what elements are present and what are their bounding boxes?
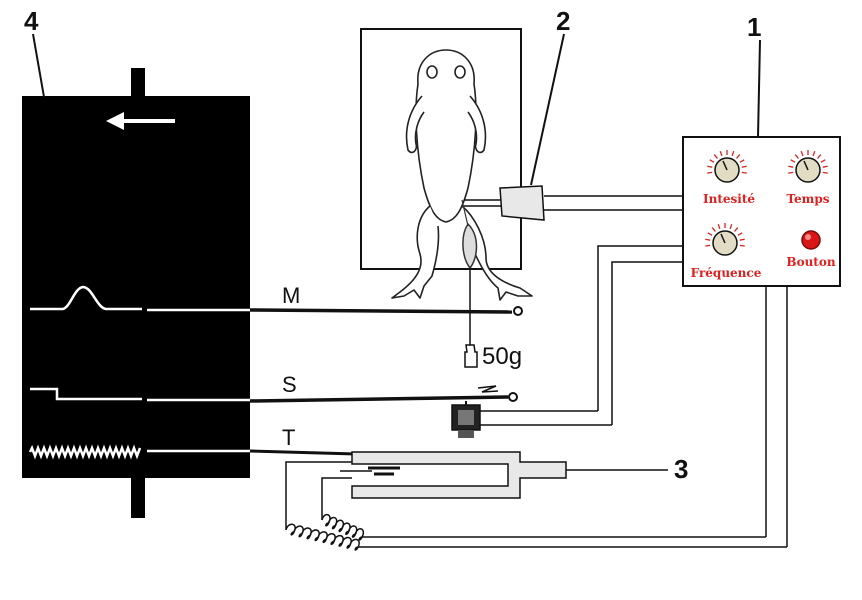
muscle-lever-pivot bbox=[513, 306, 523, 316]
label-number-4: 4 bbox=[24, 6, 39, 36]
frequency-knob-icon bbox=[705, 223, 745, 256]
stimulator-to-marker-wire-2 bbox=[611, 261, 683, 425]
electromagnet-base bbox=[458, 430, 474, 438]
knob-pointer bbox=[720, 233, 726, 244]
chronograph-wire-inner bbox=[321, 477, 352, 520]
knob-tick bbox=[734, 227, 739, 232]
label-time: Temps bbox=[786, 192, 829, 206]
knob-tick bbox=[737, 232, 743, 236]
knob-pointer bbox=[803, 160, 809, 171]
knob-tick bbox=[739, 159, 745, 163]
knob-tick bbox=[739, 244, 745, 247]
weight-icon bbox=[464, 344, 478, 368]
signal-lever-pivot bbox=[508, 392, 518, 402]
drum-axle-bottom bbox=[131, 478, 145, 518]
chronograph bbox=[340, 451, 668, 499]
knob-tick bbox=[788, 165, 794, 168]
knob-tick bbox=[707, 171, 713, 174]
knob-tick bbox=[790, 159, 796, 163]
button-highlight bbox=[805, 234, 811, 240]
signal-lever bbox=[249, 395, 509, 403]
label-frequency: Fréquence bbox=[691, 266, 762, 280]
knob-tick bbox=[800, 150, 804, 157]
chronograph-wire-outer bbox=[285, 461, 352, 530]
knob-tick bbox=[731, 150, 735, 157]
trace-label-s: S bbox=[282, 372, 297, 397]
knob-tick bbox=[788, 171, 794, 174]
time-lever bbox=[249, 449, 357, 456]
knob-tick bbox=[705, 238, 711, 241]
leader-line-4 bbox=[32, 33, 45, 98]
knob-tick bbox=[709, 159, 715, 163]
intensity-knob-icon bbox=[707, 150, 747, 183]
knob-tick bbox=[741, 171, 747, 174]
knob-tick bbox=[711, 227, 716, 232]
knob-tick bbox=[713, 154, 718, 159]
leader-line-2 bbox=[530, 33, 565, 186]
coil-spring-2 bbox=[321, 513, 365, 541]
trace-label-t: T bbox=[282, 425, 295, 450]
knob-tick bbox=[741, 165, 747, 168]
knob-tick bbox=[719, 150, 723, 157]
knob-tick bbox=[707, 232, 713, 236]
label-number-3: 3 bbox=[674, 454, 688, 484]
rotation-arrow-icon bbox=[106, 112, 175, 130]
knob-tick bbox=[817, 154, 822, 159]
frog-board bbox=[360, 28, 533, 345]
chronograph-frame bbox=[351, 451, 567, 499]
trace-label-m: M bbox=[282, 283, 300, 308]
chronograph-wiring bbox=[285, 286, 788, 551]
label-number-1: 1 bbox=[747, 12, 761, 42]
weight-50g bbox=[464, 344, 478, 368]
knob-tick bbox=[717, 223, 721, 230]
coil-spring-1 bbox=[285, 523, 360, 551]
leader-line-1 bbox=[757, 39, 761, 138]
time-oscillation-trace bbox=[28, 444, 142, 460]
signal-spring-icon bbox=[477, 385, 499, 393]
knob-tick bbox=[794, 154, 799, 159]
knob-tick bbox=[820, 159, 826, 163]
weight-label: 50g bbox=[482, 343, 522, 370]
writing-levers bbox=[249, 306, 523, 456]
label-button: Bouton bbox=[786, 255, 835, 269]
nerve-fiber bbox=[461, 199, 469, 227]
knob-tick bbox=[705, 244, 711, 247]
kymograph-drum bbox=[22, 68, 250, 518]
electrode-holder bbox=[499, 185, 545, 221]
knob-tick bbox=[739, 238, 745, 241]
red-button-icon bbox=[801, 230, 821, 250]
knob-tick bbox=[729, 223, 733, 230]
muscle-contraction-trace bbox=[30, 285, 142, 311]
signal-marker bbox=[451, 401, 612, 438]
knob-tick bbox=[736, 154, 741, 159]
muscle-lever bbox=[249, 308, 513, 314]
stimulus-signal-trace bbox=[30, 387, 142, 401]
stimulating-electrode bbox=[464, 185, 682, 221]
knob-tick bbox=[707, 165, 713, 168]
stimulator-box bbox=[682, 136, 841, 287]
electromagnet-core bbox=[458, 410, 474, 425]
drum-body bbox=[22, 96, 250, 478]
knob-tick bbox=[822, 165, 828, 168]
time-knob-icon bbox=[788, 150, 828, 183]
drum-axle-top bbox=[131, 68, 145, 98]
label-number-2: 2 bbox=[556, 6, 570, 36]
knob-pointer bbox=[722, 160, 728, 171]
knob-tick bbox=[822, 171, 828, 174]
knob-tick bbox=[812, 150, 816, 157]
label-intensity: Intesité bbox=[703, 192, 755, 206]
stimulator-to-marker-wire-1 bbox=[597, 245, 683, 411]
